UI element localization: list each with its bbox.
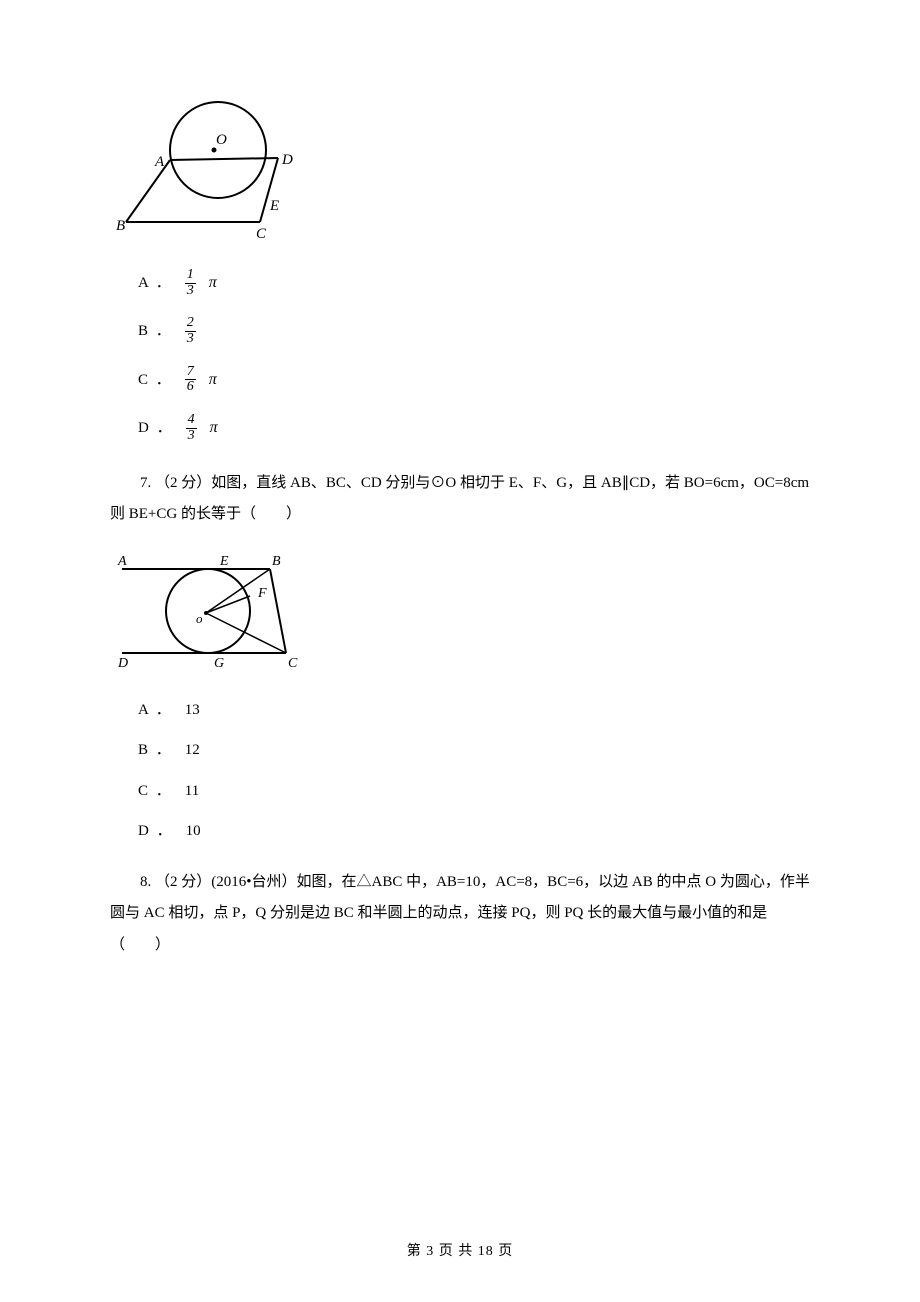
- option-letter: B ．: [138, 739, 173, 762]
- page-container: OADBEC A ．13πB ．23C ．76πD ．43π 7. （2 分）如…: [0, 0, 920, 1302]
- q7-option: C ． 11: [138, 780, 810, 803]
- fraction-denominator: 3: [185, 283, 196, 299]
- fraction-numerator: 1: [185, 268, 196, 283]
- fraction: 23: [185, 316, 196, 346]
- q6-option: D ．43π: [138, 413, 810, 443]
- q8-text: 8. （2 分）(2016•台州）如图，在△ABC 中，AB=10，AC=8，B…: [110, 867, 810, 962]
- option-value: 13: [185, 699, 200, 722]
- svg-text:A: A: [117, 554, 127, 569]
- option-letter: D ．: [138, 820, 174, 843]
- svg-text:E: E: [219, 554, 229, 569]
- fraction: 13: [185, 268, 196, 298]
- option-letter: D ．: [138, 417, 174, 440]
- q6-option: B ． 23: [138, 316, 810, 346]
- svg-text:B: B: [116, 218, 125, 234]
- fraction-denominator: 6: [185, 379, 196, 395]
- fraction: 76: [185, 365, 196, 395]
- q7-options: A ． 13 B ． 12 C ． 11 D ． 10: [110, 699, 810, 843]
- option-letter: A ．: [138, 272, 173, 295]
- svg-text:C: C: [256, 226, 267, 242]
- q7-text: 7. （2 分）如图，直线 AB、BC、CD 分别与⊙O 相切于 E、F、G，且…: [110, 468, 810, 531]
- fraction-numerator: 2: [185, 316, 196, 331]
- q6-figure: O A D B EC: [110, 90, 310, 250]
- option-value: 11: [185, 780, 199, 803]
- fraction-numerator: 7: [185, 365, 196, 380]
- svg-text:A: A: [154, 154, 165, 170]
- pi-symbol: π: [209, 368, 217, 392]
- q7-option: B ． 12: [138, 739, 810, 762]
- q7-figure: A E B Fo D G C: [110, 541, 330, 681]
- svg-text:O: O: [216, 132, 227, 148]
- fraction-numerator: 4: [186, 413, 197, 428]
- page-footer: 第 3 页 共 18 页: [0, 1241, 920, 1262]
- option-letter: A ．: [138, 699, 173, 722]
- svg-text:G: G: [214, 656, 224, 671]
- svg-text:B: B: [272, 554, 281, 569]
- svg-text:E: E: [269, 198, 279, 214]
- option-letter: C ．: [138, 780, 173, 803]
- svg-text:F: F: [257, 586, 267, 601]
- fraction-denominator: 3: [185, 331, 196, 347]
- svg-text:D: D: [117, 656, 128, 671]
- option-letter: C ．: [138, 369, 173, 392]
- svg-text:o: o: [196, 611, 203, 626]
- fraction-denominator: 3: [186, 428, 197, 444]
- pi-symbol: π: [210, 416, 218, 440]
- pi-symbol: π: [209, 271, 217, 295]
- option-value: 12: [185, 739, 200, 762]
- q7-option: D ． 10: [138, 820, 810, 843]
- option-value: 10: [186, 820, 201, 843]
- q6-option: A ．13π: [138, 268, 810, 298]
- q6-options: A ．13πB ．23C ．76πD ．43π: [110, 268, 810, 444]
- svg-text:D: D: [281, 152, 293, 168]
- fraction: 43: [186, 413, 197, 443]
- svg-text:C: C: [288, 656, 298, 671]
- q7-option: A ． 13: [138, 699, 810, 722]
- option-letter: B ．: [138, 320, 173, 343]
- q6-option: C ．76π: [138, 365, 810, 395]
